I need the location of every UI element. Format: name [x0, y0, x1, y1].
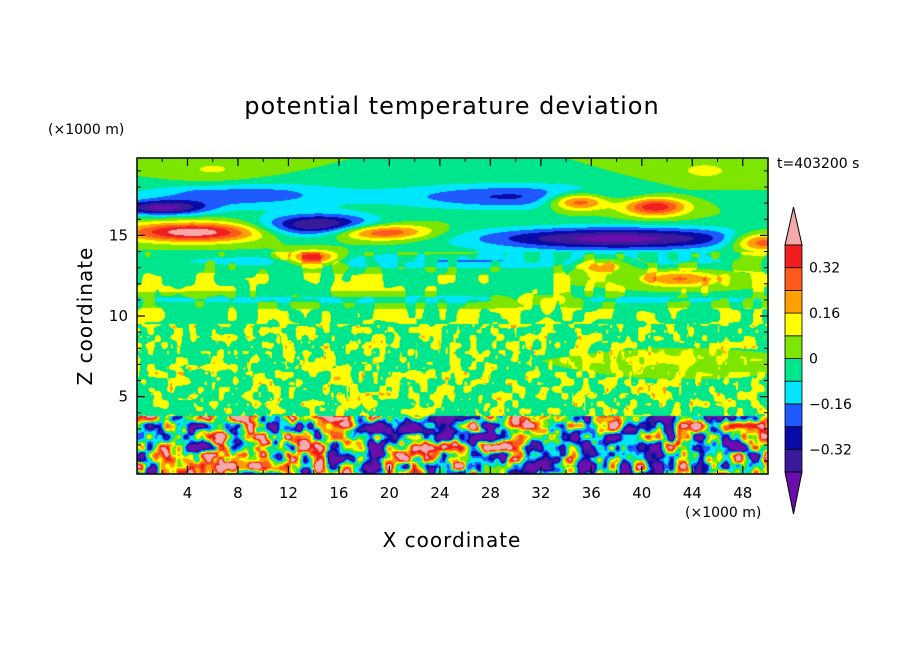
- colorbar-segment: [784, 267, 803, 291]
- heatmap-area: [137, 158, 768, 474]
- y-unit-label: (×1000 m): [48, 122, 124, 138]
- x-tick-label: 36: [582, 484, 601, 502]
- x-tick-label: 48: [733, 484, 752, 502]
- colorbar-tick-label: −0.16: [809, 397, 852, 413]
- x-axis-label: X coordinate: [383, 528, 522, 552]
- heatmap-raster: [137, 158, 768, 474]
- x-tick-label: 16: [329, 484, 348, 502]
- y-axis: 5 10 15: [109, 170, 768, 462]
- x-tick-label: 40: [632, 484, 651, 502]
- x-tick-label: 12: [279, 484, 298, 502]
- x-tick-label: 20: [380, 484, 399, 502]
- colorbar-segment: [784, 426, 803, 450]
- x-tick-label: 24: [430, 484, 449, 502]
- x-unit-label: (×1000 m): [685, 505, 761, 521]
- colorbar-segment: [784, 335, 803, 359]
- y-tick-label: 10: [109, 307, 128, 325]
- y-tick-label: 5: [118, 388, 128, 406]
- colorbar-segment: [784, 312, 803, 337]
- colorbar-tick-label: 0.32: [809, 261, 840, 277]
- x-tick-label: 8: [233, 484, 243, 502]
- colorbar-segment: [784, 358, 803, 382]
- colorbar-segment: [784, 448, 803, 473]
- time-label: t=403200 s: [777, 156, 859, 172]
- colorbar-tick-label: 0.16: [809, 306, 840, 322]
- y-tick-label: 15: [109, 226, 128, 244]
- chart-title: potential temperature deviation: [244, 92, 659, 120]
- colorbar-segment: [784, 289, 803, 314]
- x-tick-label: 28: [481, 484, 500, 502]
- colorbar-segment: [784, 403, 803, 427]
- x-tick-label: 4: [183, 484, 193, 502]
- colorbar: 0.32 0.16 0 −0.16 −0.32: [784, 206, 852, 515]
- heatmap-field: [137, 158, 768, 474]
- y-axis-label: Z coordinate: [73, 247, 97, 386]
- colorbar-bottom-triangle: [784, 471, 803, 515]
- colorbar-segment: [784, 380, 803, 405]
- colorbar-tick-label: −0.32: [809, 442, 852, 458]
- colorbar-top-triangle: [784, 206, 803, 246]
- colorbar-segment: [784, 244, 803, 269]
- x-axis: 4 8 12 16 20 24 28 32 36 40 44 48: [161, 158, 752, 502]
- colorbar-tick-label: 0: [809, 352, 818, 368]
- x-tick-label: 44: [683, 484, 702, 502]
- x-tick-label: 32: [531, 484, 550, 502]
